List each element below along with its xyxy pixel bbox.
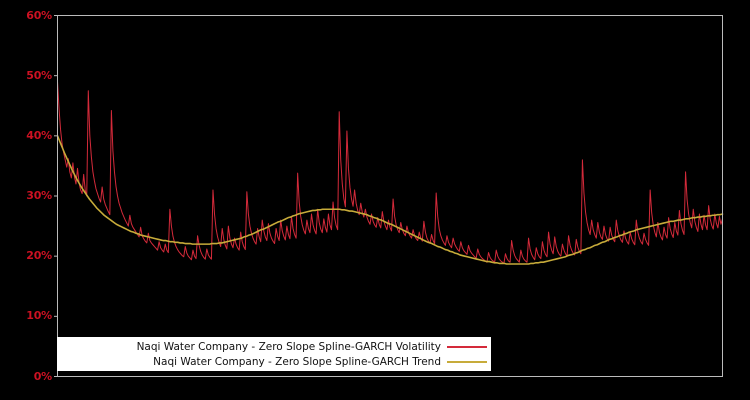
legend-line-swatch-icon [447,345,487,348]
series-line-volatility [57,81,723,264]
legend-label-trend: Naqi Water Company - Zero Slope Spline-G… [153,355,441,368]
legend-entry-volatility[interactable]: Naqi Water Company - Zero Slope Spline-G… [57,339,491,354]
y-axis-tick-label: 40% [26,128,52,142]
legend-entry-trend[interactable]: Naqi Water Company - Zero Slope Spline-G… [57,354,491,369]
legend-line-swatch-icon [447,360,487,363]
y-axis-tick-label: 30% [26,189,52,202]
y-axis-tick-label: 50% [26,68,52,82]
series-line-trend [56,135,724,265]
chart-legend[interactable]: Naqi Water Company - Zero Slope Spline-G… [57,337,491,371]
y-axis-tick-label: 20% [26,249,52,263]
y-axis-tick-label: 60% [26,8,52,22]
plot-frame-border [57,15,723,377]
legend-label-volatility: Naqi Water Company - Zero Slope Spline-G… [136,340,441,353]
y-axis-tick-label: 10% [26,309,52,323]
y-axis-labels: 0% 10% 20% 30% 40% 50% 60% [0,0,52,400]
y-axis-tick-label: 0% [33,369,52,383]
y-axis-tick-marks [54,15,58,377]
